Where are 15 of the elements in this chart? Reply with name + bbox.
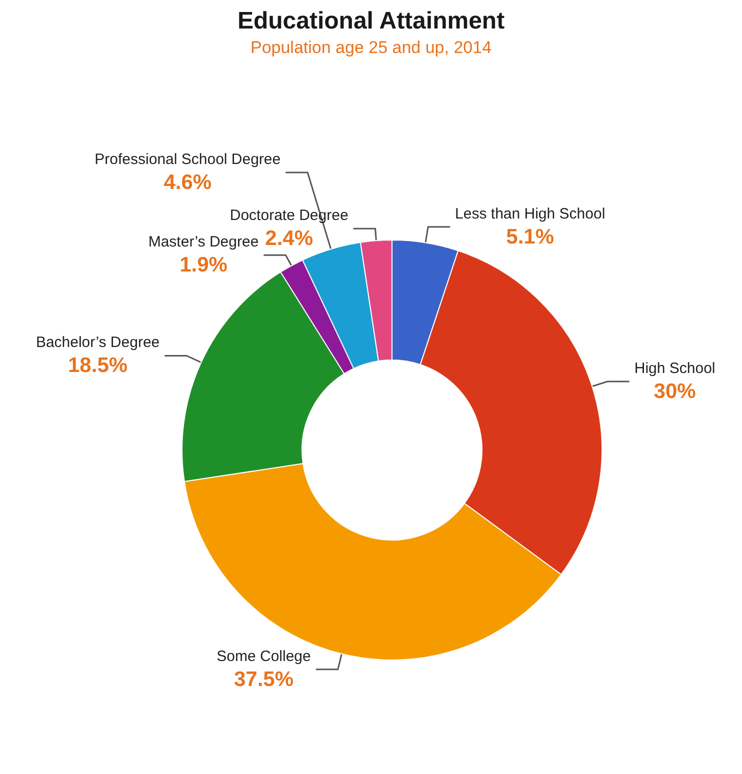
slice-label: High School: [634, 360, 716, 378]
data-label: 5.1%: [506, 225, 554, 248]
chart-title: Educational Attainment: [237, 8, 505, 34]
slice-label: Some College: [216, 648, 311, 665]
slice-label: Less than High School: [455, 205, 606, 222]
data-label: 2.4%: [265, 227, 314, 250]
slice-label: Bachelor’s Degree: [36, 334, 160, 352]
slice-label: Professional School Degree: [94, 151, 281, 168]
data-label: 37.5%: [234, 668, 294, 691]
data-label: 4.6%: [164, 171, 212, 194]
data-label: 18.5%: [68, 354, 128, 378]
data-label: 30%: [654, 380, 696, 404]
slice-label: Master’s Degree: [148, 234, 259, 251]
data-label: 1.9%: [180, 254, 228, 277]
chart-subtitle: Population age 25 and up, 2014: [250, 38, 492, 57]
